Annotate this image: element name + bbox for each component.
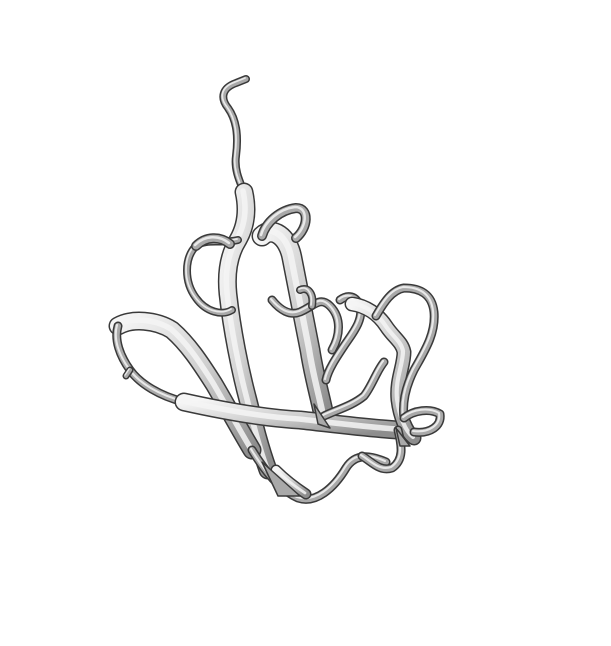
- strand-center-main: [251, 221, 335, 427]
- n-terminal-coil-highlight: [221, 77, 246, 192]
- connector-mid-right: [319, 357, 389, 421]
- connector-mid-right-surface: [321, 359, 387, 419]
- arrowhead-center: [313, 403, 331, 429]
- right-loop-outer: [371, 283, 439, 423]
- right-loop-outer-highlight: [373, 285, 435, 419]
- loop-left-tail-highlight: [124, 368, 130, 376]
- loop-bottom-arrow: [270, 464, 312, 500]
- right-hairpin-bottom-highlight: [401, 408, 441, 433]
- right-hairpin-bottom: [399, 406, 445, 437]
- connector-mid-right-highlight: [321, 359, 385, 417]
- loop-left-tail-surface: [124, 368, 132, 378]
- loop-left-tail: [122, 366, 134, 380]
- upper-mid-coil-highlight: [298, 287, 313, 306]
- helix-turn-left-highlight: [193, 236, 231, 247]
- helix-turn-left: [191, 233, 235, 251]
- upper-mid-coil: [296, 285, 317, 310]
- loop-bottom-arrow-highlight: [273, 467, 307, 495]
- arrowhead-bottom-left: [261, 461, 301, 497]
- strand-horizontal-bottom-highlight: [180, 398, 400, 432]
- n-terminal-coil: [219, 75, 250, 196]
- middle-coil-b-highlight: [323, 294, 361, 381]
- hairpin-top-right-highlight: [259, 205, 306, 239]
- hairpin-top-right: [257, 203, 311, 243]
- strand-horizontal-bottom: [174, 392, 408, 440]
- arrowhead-right: [395, 427, 411, 447]
